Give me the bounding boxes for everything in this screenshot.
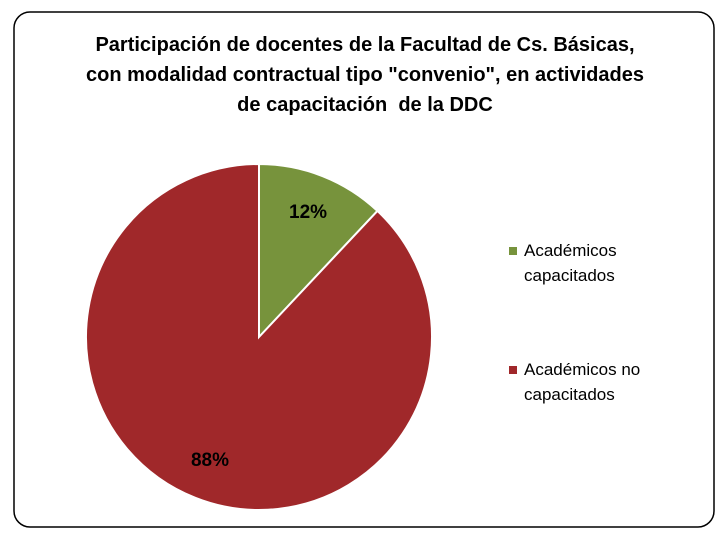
legend-label: Académicos capacitados — [524, 241, 617, 285]
legend-swatch — [509, 366, 517, 374]
chart-title: Participación de docentes de la Facultad… — [86, 34, 650, 116]
pie-slice — [85, 162, 434, 511]
data-label: 88% — [191, 450, 229, 471]
data-label: 12% — [289, 202, 327, 223]
pie-slice — [258, 162, 379, 340]
legend-swatch — [509, 247, 517, 255]
legend-label: Académicos no capacitados — [524, 360, 641, 404]
